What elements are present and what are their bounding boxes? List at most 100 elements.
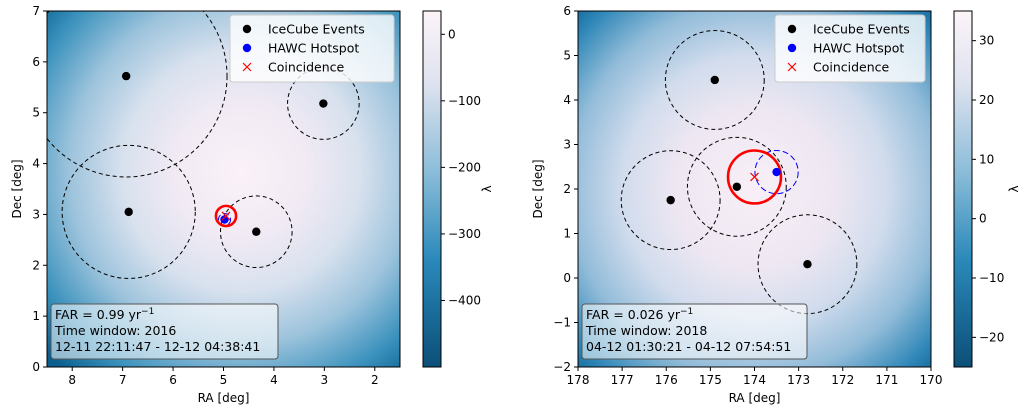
- legend-label: HAWC Hotspot: [813, 41, 904, 56]
- x-tick-label: 5: [220, 373, 228, 387]
- y-tick-label: 1: [32, 309, 40, 323]
- hawc-hotspot-point: [772, 167, 781, 177]
- legend-label: IceCube Events: [813, 22, 910, 37]
- y-tick-label: 3: [32, 207, 40, 221]
- colorbar: [953, 10, 973, 368]
- x-tick-label: 7: [119, 373, 127, 387]
- colorbar-tick-label: −400: [448, 293, 481, 307]
- y-tick-label: 2: [32, 258, 40, 272]
- chart-panel-1: 8 7 6 5 4 3 2 0 1 2 3 4 5 6 7 RA [deg] Dec [deg] IceCube …: [10, 4, 494, 405]
- icecube-event-point: [710, 75, 719, 85]
- y-tick-label: −2: [553, 360, 571, 374]
- y-tick-label: 1: [563, 227, 571, 241]
- far-value: FAR = 0.99 yr−1: [55, 307, 154, 322]
- x-tick-label: 175: [699, 373, 722, 387]
- colorbar-label: λ: [480, 185, 494, 192]
- y-axis-label: Dec [deg]: [10, 159, 24, 218]
- time-window-year: Time window: 2018: [585, 323, 707, 338]
- colorbar-tick-label: 10: [979, 152, 994, 166]
- colorbar-tick-label: −200: [448, 160, 481, 174]
- y-tick-label: 6: [563, 4, 571, 18]
- x-tick-label: 2: [371, 373, 379, 387]
- colorbar-tick-label: −100: [448, 94, 481, 108]
- y-tick-label: 5: [563, 49, 571, 63]
- colorbar-tick-label: 0: [448, 27, 456, 41]
- icecube-error-circle: [219, 195, 293, 269]
- x-tick-label: 172: [831, 373, 854, 387]
- colorbar-tick-label: −10: [979, 271, 1004, 285]
- icecube-error-circle: [47, 11, 228, 178]
- colorbar-tick-label: 0: [979, 212, 987, 226]
- colorbar-tick-label: −20: [979, 330, 1004, 344]
- icecube-event-point: [319, 99, 328, 108]
- x-tick-label: 170: [920, 373, 943, 387]
- colorbar-tick-label: 30: [979, 34, 994, 48]
- y-axis-label: Dec [deg]: [531, 159, 545, 218]
- legend-label: Coincidence: [268, 60, 345, 75]
- icecube-event-point: [803, 260, 812, 269]
- y-tick-label: 6: [32, 55, 40, 69]
- hawc-error-circle: [754, 149, 799, 195]
- legend-box: [774, 14, 926, 83]
- x-tick-label: 177: [611, 373, 634, 387]
- x-tick-label: 4: [270, 373, 278, 387]
- y-tick-label: 5: [32, 106, 40, 120]
- x-tick-label: 174: [743, 373, 766, 387]
- colorbar-label: λ: [1007, 185, 1021, 192]
- icecube-event-point: [732, 182, 742, 191]
- legend-label: Coincidence: [813, 60, 890, 75]
- icecube-error-circle: [686, 136, 787, 237]
- legend-marker-hawc: [787, 43, 797, 53]
- y-tick-label: −1: [553, 316, 571, 330]
- colorbar-tick-label: −300: [448, 227, 481, 241]
- legend: IceCube Events HAWC Hotspot Coincidence: [774, 14, 926, 83]
- y-tick-label: 7: [32, 4, 40, 18]
- x-axis-label: RA [deg]: [198, 391, 250, 405]
- coincidence-circle: [726, 149, 783, 205]
- icecube-event-point: [121, 71, 131, 81]
- x-tick-label: 171: [875, 373, 898, 387]
- icecube-error-circle: [664, 30, 765, 130]
- far-value: FAR = 0.026 yr−1: [586, 307, 693, 322]
- y-tick-label: 4: [563, 93, 571, 107]
- legend-marker-coincidence: [242, 62, 252, 72]
- coincidence-marker: [221, 211, 231, 221]
- colorbar-tick-label: 20: [979, 93, 994, 107]
- time-window-range: 12-11 22:11:47 - 12-12 04:38:41: [55, 339, 260, 354]
- coincidence-circle: [214, 204, 238, 228]
- coincidence-marker: [750, 172, 759, 182]
- icecube-event-point: [252, 227, 261, 236]
- x-tick-label: 173: [787, 373, 810, 387]
- icecube-error-circle: [620, 150, 721, 251]
- x-tick-label: 176: [655, 373, 678, 387]
- legend-marker-icecube: [242, 24, 252, 34]
- y-tick-label: 3: [563, 138, 571, 152]
- far-exponent: −1: [141, 307, 154, 317]
- hawc-hotspot-point: [220, 215, 229, 224]
- legend-marker-hawc: [242, 43, 252, 53]
- far-prefix: FAR = 0.99 yr: [55, 307, 142, 322]
- legend-marker-coincidence: [787, 62, 797, 72]
- legend-marker-icecube: [787, 24, 797, 34]
- x-tick-label: 6: [169, 373, 177, 387]
- y-tick-label: 0: [32, 360, 40, 374]
- time-window-year: Time window: 2016: [54, 323, 176, 338]
- legend-label: HAWC Hotspot: [268, 41, 359, 56]
- colorbar: [422, 10, 442, 368]
- x-axis-label: RA [deg]: [729, 391, 781, 405]
- y-tick-label: 4: [32, 157, 40, 171]
- icecube-event-point: [666, 195, 675, 205]
- legend-label: IceCube Events: [268, 22, 365, 37]
- y-tick-label: 2: [563, 182, 571, 196]
- x-tick-label: 8: [68, 373, 76, 387]
- far-exponent: −1: [680, 307, 693, 317]
- far-info-frame: [50, 303, 279, 360]
- icecube-event-point: [124, 207, 133, 217]
- y-tick-label: 0: [563, 271, 571, 285]
- far-info-frame: [581, 303, 808, 360]
- chart-panel-2: 178 177 176 175 174 173 172 171 170−2−10123456RA…: [531, 4, 1021, 405]
- time-window-range: 04-12 01:30:21 - 04-12 07:54:51: [586, 339, 791, 354]
